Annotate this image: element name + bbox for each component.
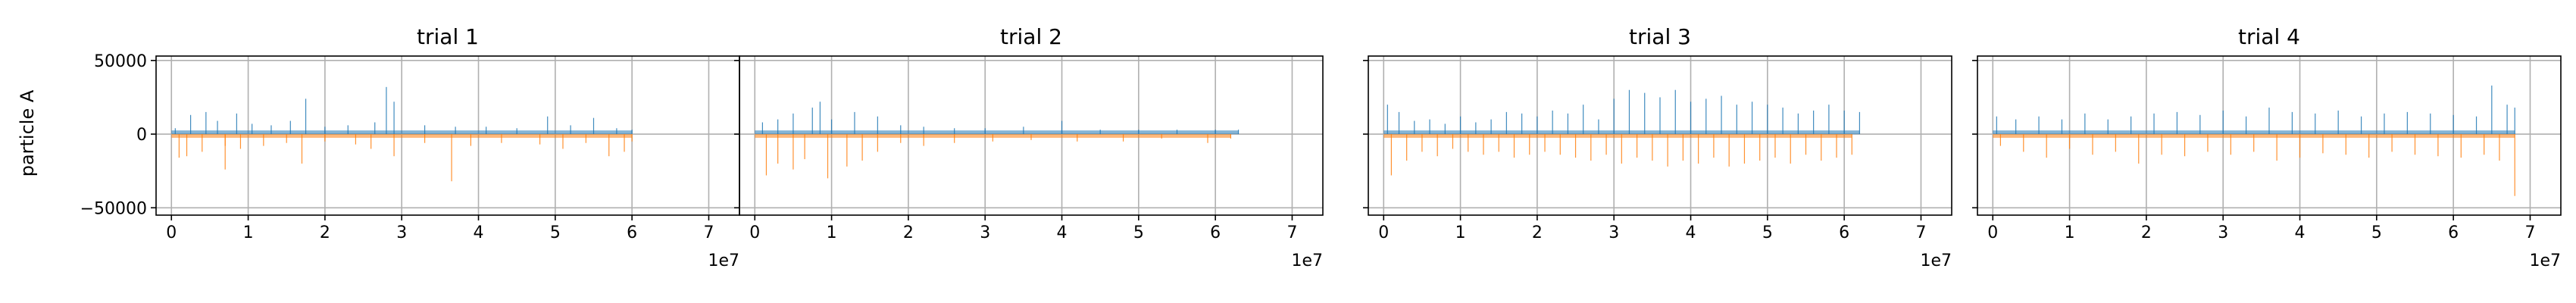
x-tick-label: 0	[166, 223, 177, 242]
x-tick-label: 0	[1987, 223, 1998, 242]
chart-title: trial 1	[417, 24, 479, 49]
x-tick-label: 4	[1686, 223, 1696, 242]
x-tick-label: 3	[980, 223, 990, 242]
bar-band-positive	[1383, 130, 1860, 135]
x-tick-label: 5	[2371, 223, 2382, 242]
x-scale-label: 1e7	[708, 251, 739, 270]
x-tick-label: 1	[827, 223, 837, 242]
bar-band-negative	[1383, 134, 1852, 138]
x-tick-label: 2	[903, 223, 914, 242]
chart-panel-4: 0 1 2 3 4 5 6 7 1e7 trial 4	[1972, 24, 2562, 270]
chart-title: trial 4	[2238, 24, 2300, 49]
x-tick-label: 4	[2295, 223, 2306, 242]
bar-band-positive	[755, 130, 1239, 135]
x-tick-label: 4	[1057, 223, 1068, 242]
x-tick-label: 6	[1839, 223, 1849, 242]
y-axis-label: particle A	[17, 89, 38, 176]
axes-frame	[1977, 55, 2562, 216]
bar-band-negative	[1993, 134, 2515, 138]
x-tick-label: 1	[1455, 223, 1466, 242]
bar-band-negative	[171, 134, 633, 138]
y-tick-label: 0	[136, 126, 147, 145]
x-tick-label: 7	[1286, 223, 1297, 242]
x-tick-label: 3	[2218, 223, 2228, 242]
y-tick-label: 50000	[94, 52, 147, 71]
x-tick-label: 2	[1532, 223, 1543, 242]
x-tick-label: 3	[1608, 223, 1619, 242]
chart-title: trial 2	[1000, 24, 1062, 49]
chart-panels: 0 1 2 3 4 5 6 7 1e7 −50000 0 50000 trial 1 0 1 2 3 4 5 6 7 1e…	[80, 24, 2562, 270]
chart-title: trial 3	[1629, 24, 1691, 49]
x-tick-label: 1	[243, 223, 254, 242]
chart-panel-3: 0 1 2 3 4 5 6 7 1e7 trial 3	[1363, 24, 1952, 270]
x-tick-label: 6	[2448, 223, 2459, 242]
chart-panel-1: 0 1 2 3 4 5 6 7 1e7 −50000 0 50000 trial 1	[80, 24, 740, 270]
x-tick-label: 5	[1133, 223, 1144, 242]
x-tick-label: 2	[2141, 223, 2152, 242]
x-tick-label: 6	[1210, 223, 1221, 242]
x-tick-label: 2	[320, 223, 330, 242]
x-tick-label: 6	[627, 223, 637, 242]
axes-frame	[1368, 55, 1952, 216]
bar-band-positive	[171, 130, 633, 135]
bar-band-positive	[1993, 130, 2515, 135]
chart-panel-2: 0 1 2 3 4 5 6 7 1e7 trial 2	[734, 24, 1324, 270]
x-scale-label: 1e7	[2529, 251, 2561, 270]
x-tick-label: 1	[2065, 223, 2075, 242]
x-tick-label: 5	[1762, 223, 1773, 242]
x-tick-label: 3	[396, 223, 407, 242]
x-tick-label: 4	[474, 223, 484, 242]
x-tick-label: 5	[550, 223, 561, 242]
axes-frame	[739, 55, 1324, 216]
x-tick-label: 7	[2524, 223, 2535, 242]
x-scale-label: 1e7	[1920, 251, 1952, 270]
y-tick-label: −50000	[80, 199, 147, 218]
x-tick-label: 7	[1915, 223, 1926, 242]
x-tick-label: 0	[1378, 223, 1389, 242]
x-tick-label: 0	[749, 223, 760, 242]
x-tick-label: 7	[703, 223, 714, 242]
bar-band-negative	[755, 134, 1231, 138]
x-scale-label: 1e7	[1291, 251, 1323, 270]
